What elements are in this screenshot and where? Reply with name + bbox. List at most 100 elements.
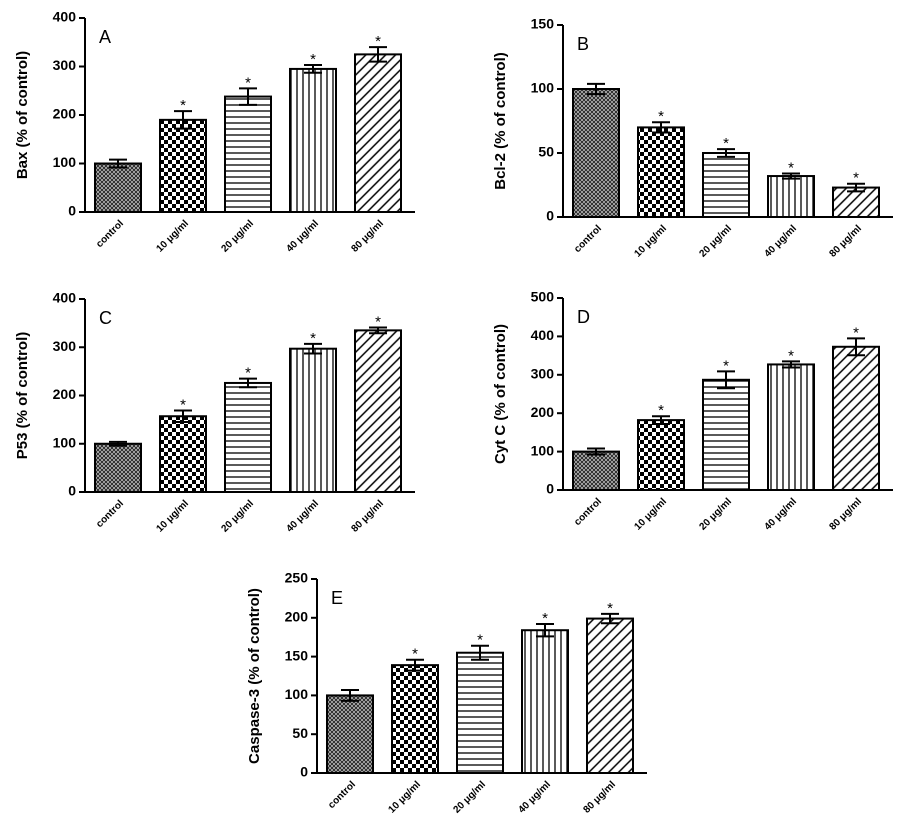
x-tick-label: 80 μg/ml bbox=[828, 496, 865, 533]
y-tick-label: 100 bbox=[53, 154, 77, 170]
error-bar bbox=[847, 337, 865, 357]
error-bar bbox=[369, 46, 387, 63]
y-axis-label: Bcl-2 (% of control) bbox=[492, 52, 509, 190]
y-tick-label: 100 bbox=[285, 686, 309, 702]
bar bbox=[224, 381, 272, 493]
significance-mark: * bbox=[375, 313, 381, 330]
y-tick-label: 300 bbox=[531, 366, 555, 382]
x-tick-label: 20 μg/ml bbox=[452, 779, 489, 816]
bar bbox=[456, 651, 504, 774]
error-bar bbox=[239, 87, 257, 106]
y-tick-label: 100 bbox=[53, 434, 77, 450]
error-bar bbox=[406, 658, 424, 672]
significance-mark: * bbox=[245, 365, 251, 382]
panel-label: D bbox=[577, 307, 590, 327]
error-bar bbox=[304, 64, 322, 74]
y-tick-label: 300 bbox=[53, 57, 77, 73]
bar bbox=[521, 629, 569, 774]
x-tick-label: 80 μg/ml bbox=[350, 498, 387, 535]
significance-mark: * bbox=[723, 135, 729, 152]
bar bbox=[326, 694, 374, 775]
error-bar bbox=[239, 377, 257, 389]
y-tick-label: 100 bbox=[531, 80, 555, 96]
y-tick-label: 200 bbox=[531, 404, 555, 420]
x-tick-label: 40 μg/ml bbox=[763, 223, 800, 260]
y-tick-label: 200 bbox=[53, 106, 77, 122]
significance-mark: * bbox=[180, 97, 186, 114]
panel-label: C bbox=[99, 308, 112, 328]
significance-mark: * bbox=[853, 170, 859, 187]
bar bbox=[354, 329, 402, 493]
significance-mark: * bbox=[412, 646, 418, 663]
bar bbox=[289, 347, 337, 494]
bar bbox=[832, 345, 880, 491]
x-tick-label: control bbox=[94, 498, 126, 530]
error-bar bbox=[717, 148, 735, 158]
error-bar bbox=[652, 121, 670, 134]
significance-mark: * bbox=[723, 357, 729, 374]
y-tick-label: 300 bbox=[53, 338, 77, 354]
significance-mark: * bbox=[375, 33, 381, 50]
error-bar bbox=[174, 110, 192, 130]
error-bar bbox=[341, 688, 359, 702]
x-tick-label: 80 μg/ml bbox=[582, 779, 619, 816]
y-tick-label: 500 bbox=[531, 289, 555, 305]
significance-mark: * bbox=[607, 600, 613, 617]
error-bar bbox=[717, 370, 735, 390]
panel-label: B bbox=[577, 34, 589, 54]
bar bbox=[767, 175, 815, 218]
y-tick-label: 100 bbox=[531, 442, 555, 458]
significance-mark: * bbox=[658, 402, 664, 419]
bar bbox=[572, 88, 620, 218]
significance-mark: * bbox=[310, 51, 316, 68]
bar bbox=[637, 419, 685, 491]
bar bbox=[767, 363, 815, 492]
panel-label: E bbox=[331, 588, 343, 608]
x-tick-label: 40 μg/ml bbox=[285, 218, 322, 255]
y-axis-label: P53 (% of control) bbox=[14, 332, 31, 460]
bar bbox=[94, 442, 142, 493]
x-tick-label: 20 μg/ml bbox=[698, 496, 735, 533]
y-tick-label: 0 bbox=[546, 481, 554, 497]
x-tick-label: 80 μg/ml bbox=[350, 218, 387, 255]
bar bbox=[159, 415, 207, 493]
y-tick-label: 0 bbox=[300, 764, 308, 780]
x-tick-label: 80 μg/ml bbox=[828, 223, 865, 260]
panel-label: A bbox=[99, 27, 111, 47]
error-bar bbox=[601, 612, 619, 625]
bar bbox=[391, 664, 439, 774]
x-tick-label: control bbox=[326, 779, 358, 811]
y-axis-label: Caspase-3 (% of control) bbox=[246, 588, 263, 764]
y-tick-label: 50 bbox=[292, 725, 308, 741]
y-tick-label: 50 bbox=[538, 144, 554, 160]
error-bar bbox=[782, 360, 800, 369]
error-bar bbox=[369, 326, 387, 335]
bar bbox=[94, 162, 142, 213]
y-tick-label: 0 bbox=[68, 483, 76, 499]
significance-mark: * bbox=[542, 610, 548, 627]
x-tick-label: 10 μg/ml bbox=[155, 498, 192, 535]
y-tick-label: 400 bbox=[53, 9, 77, 25]
significance-mark: * bbox=[180, 396, 186, 413]
x-tick-label: 10 μg/ml bbox=[155, 218, 192, 255]
x-tick-label: control bbox=[94, 218, 126, 250]
x-tick-label: 40 μg/ml bbox=[763, 496, 800, 533]
y-tick-label: 400 bbox=[531, 327, 555, 343]
x-tick-label: 10 μg/ml bbox=[633, 496, 670, 533]
error-bar bbox=[782, 172, 800, 180]
y-tick-label: 150 bbox=[531, 16, 555, 32]
x-tick-label: 20 μg/ml bbox=[220, 218, 257, 255]
bar bbox=[702, 152, 750, 218]
significance-mark: * bbox=[310, 330, 316, 347]
bar bbox=[637, 126, 685, 218]
error-bar bbox=[536, 623, 554, 638]
error-bar bbox=[847, 182, 865, 193]
error-bar bbox=[587, 447, 605, 456]
bar bbox=[354, 53, 402, 213]
significance-mark: * bbox=[788, 347, 794, 364]
x-tick-label: 40 μg/ml bbox=[517, 779, 554, 816]
significance-mark: * bbox=[245, 74, 251, 91]
error-bar bbox=[587, 82, 605, 96]
y-tick-label: 200 bbox=[285, 609, 309, 625]
